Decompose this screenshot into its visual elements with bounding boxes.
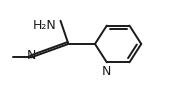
Text: N: N (26, 49, 36, 62)
Text: H₂N: H₂N (33, 19, 57, 32)
Text: N: N (102, 65, 111, 78)
